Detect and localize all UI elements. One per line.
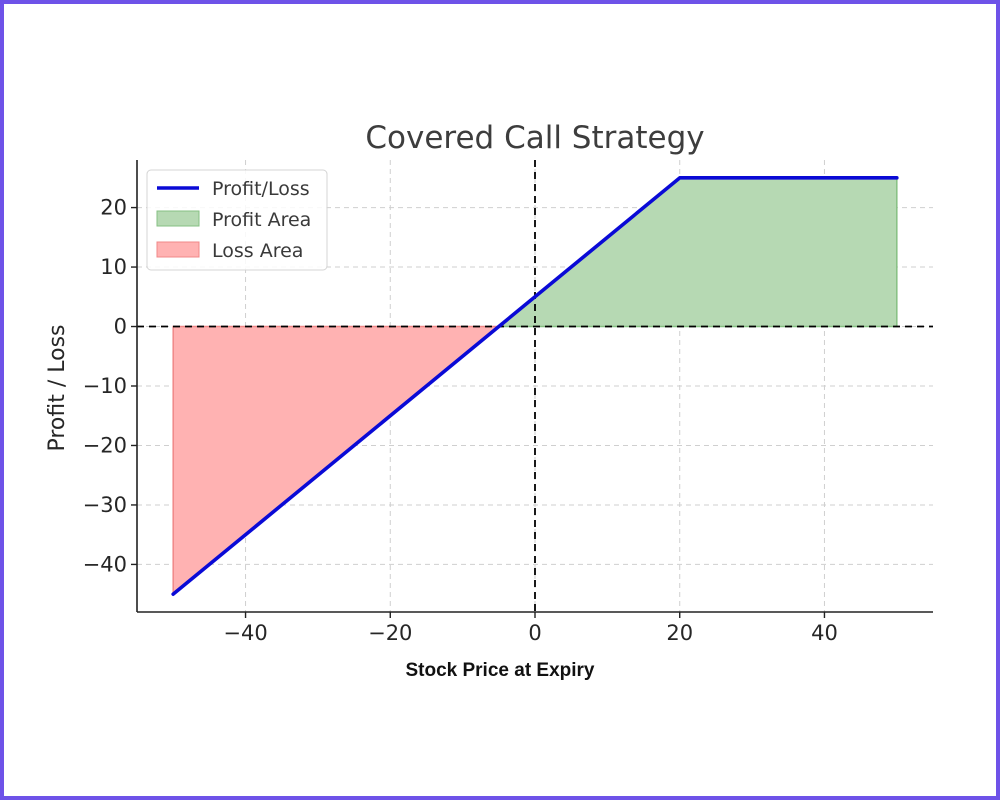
legend-swatch-profit-area xyxy=(156,210,200,227)
x-tick-label-4: 40 xyxy=(811,621,838,645)
legend-label-profit-loss: Profit/Loss xyxy=(212,178,310,200)
y-tick-label-6: −40 xyxy=(83,552,127,576)
x-tick-label-3: 20 xyxy=(666,621,693,645)
x-tick-label-2: 0 xyxy=(528,621,541,645)
y-tick-label-0: 20 xyxy=(100,196,127,220)
y-axis-label: Profit / Loss xyxy=(45,324,70,451)
chart-title: Covered Call Strategy xyxy=(365,120,704,156)
legend-label-profit-area: Profit Area xyxy=(212,209,311,231)
x-axis-label: Stock Price at Expiry xyxy=(405,660,594,681)
series-line-profit-loss xyxy=(171,176,899,596)
reference-lines xyxy=(137,160,933,612)
tick-labels: −40 −20 0 20 40 20 10 0 −10 −20 −30 −40 xyxy=(83,196,838,645)
legend: Profit/Loss Profit Area Loss Area xyxy=(146,169,328,271)
y-tick-label-4: −20 xyxy=(83,433,127,457)
axes xyxy=(131,160,933,618)
y-tick-label-3: −10 xyxy=(83,374,127,398)
legend-label-loss-area: Loss Area xyxy=(212,240,303,262)
legend-swatch-loss-area xyxy=(156,241,200,258)
x-tick-label-0: −40 xyxy=(223,621,267,645)
y-tick-label-1: 10 xyxy=(100,255,127,279)
y-tick-label-2: 0 xyxy=(114,315,127,339)
series-layer xyxy=(171,176,899,596)
profit-area xyxy=(496,177,898,328)
y-tick-label-5: −30 xyxy=(83,493,127,517)
x-tick-label-1: −20 xyxy=(368,621,412,645)
